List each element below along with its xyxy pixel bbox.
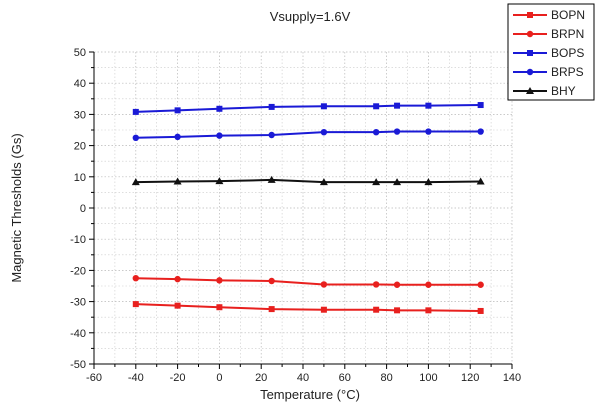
- legend-marker-brps: [526, 68, 534, 76]
- x-tick-label: -40: [128, 372, 144, 384]
- y-tick-label: -40: [70, 328, 86, 340]
- data-point-bops: [425, 102, 432, 109]
- legend-item-brpn: BRPN: [513, 27, 584, 41]
- series-brps: [132, 128, 484, 141]
- legend-marker-bopn: [527, 12, 533, 18]
- y-tick-label: 20: [74, 141, 86, 153]
- legend-item-bopn: BOPN: [513, 8, 585, 22]
- ticks: -60 -40 -20 0 20 40 60 80 100 120 140-50-40-30-20-…: [70, 47, 521, 384]
- data-point-bhy: [319, 178, 328, 186]
- grid: [94, 51, 513, 364]
- x-tick-label: 120: [461, 372, 479, 384]
- data-point-bopn: [373, 306, 380, 313]
- data-point-bhy: [215, 177, 224, 185]
- legend-marker-brpn: [526, 30, 534, 38]
- y-tick-label: 30: [74, 109, 86, 121]
- y-tick-label: 50: [74, 47, 86, 59]
- x-tick-label: 100: [419, 372, 437, 384]
- data-point-bhy: [372, 178, 381, 186]
- series-bopn: [132, 301, 484, 314]
- data-point-brps: [372, 128, 380, 136]
- series-bhy: [131, 175, 485, 186]
- series-bops: [132, 102, 484, 115]
- legend-item-brps: BRPS: [513, 65, 584, 79]
- data-point-brps: [216, 132, 223, 139]
- legend-label-bhy: BHY: [551, 84, 576, 98]
- legend-marker-bhy: [526, 87, 534, 94]
- x-tick-label: 20: [255, 372, 267, 384]
- data-point-brpn: [174, 275, 181, 283]
- data-point-bops: [320, 103, 327, 110]
- data-point-bopn: [174, 302, 181, 309]
- data-point-bops: [373, 103, 380, 110]
- data-point-bops: [268, 103, 275, 110]
- data-point-bops: [394, 102, 401, 109]
- data-point-brpn: [216, 277, 223, 284]
- data-point-bhy: [476, 177, 485, 185]
- data-point-bhy: [173, 177, 182, 185]
- y-tick-label: 0: [80, 203, 86, 215]
- data-point-brps: [174, 133, 181, 141]
- x-tick-label: 40: [297, 372, 309, 384]
- data-point-brps: [320, 128, 328, 136]
- data-point-brps: [393, 128, 401, 135]
- data-point-bhy: [393, 178, 402, 186]
- data-point-bopn: [320, 306, 327, 313]
- data-point-bopn: [394, 307, 401, 314]
- data-point-bopn: [425, 307, 432, 314]
- data-point-bops: [174, 107, 181, 114]
- x-tick-label: 0: [216, 372, 222, 384]
- data-point-bhy: [131, 178, 140, 186]
- x-tick-label: -20: [170, 372, 186, 384]
- data-point-brps: [425, 128, 432, 135]
- data-point-bopn: [477, 307, 484, 314]
- data-point-brps: [132, 134, 139, 141]
- series-brpn: [132, 275, 484, 288]
- data-point-brps: [268, 131, 275, 139]
- data-point-bops: [216, 105, 223, 112]
- x-tick-label: -60: [86, 372, 102, 384]
- y-tick-label: -50: [70, 359, 86, 371]
- y-tick-label: 40: [74, 78, 86, 90]
- chart-title: Vsupply=1.6V: [270, 9, 351, 24]
- legend-label-brps: BRPS: [551, 65, 584, 79]
- x-tick-label: 140: [503, 372, 521, 384]
- data-point-bops: [132, 108, 139, 115]
- y-tick-label: -30: [70, 297, 86, 309]
- data-point-brpn: [268, 277, 275, 285]
- y-tick-label: -20: [70, 265, 86, 277]
- legend-marker-bops: [527, 50, 533, 56]
- legend: BOPN BRPN BOPS BRPS BHY: [507, 3, 595, 101]
- data-point-brpn: [425, 281, 432, 288]
- series: [131, 102, 485, 314]
- legend-item-bhy: BHY: [513, 84, 576, 98]
- data-point-bopn: [216, 304, 223, 311]
- legend-item-bops: BOPS: [513, 46, 584, 60]
- data-point-bopn: [268, 306, 275, 313]
- data-point-brps: [477, 128, 484, 135]
- legend-label-brpn: BRPN: [551, 27, 584, 41]
- y-tick-label: 10: [74, 172, 86, 184]
- x-tick-label: 60: [339, 372, 351, 384]
- data-point-bops: [477, 102, 484, 109]
- data-point-brpn: [372, 281, 380, 288]
- data-point-brpn: [320, 281, 328, 288]
- data-point-bhy: [267, 175, 276, 183]
- legend-label-bops: BOPS: [551, 46, 584, 60]
- data-point-brpn: [477, 281, 484, 288]
- x-tick-label: 80: [380, 372, 392, 384]
- data-point-bhy: [424, 178, 433, 186]
- data-point-brpn: [132, 275, 139, 282]
- x-axis-label: Temperature (°C): [260, 387, 360, 402]
- data-point-bopn: [132, 301, 139, 308]
- legend-label-bopn: BOPN: [551, 8, 585, 22]
- data-point-brpn: [393, 281, 401, 288]
- y-tick-label: -10: [70, 234, 86, 246]
- y-axis-label: Magnetic Thresholds (Gs): [9, 133, 24, 282]
